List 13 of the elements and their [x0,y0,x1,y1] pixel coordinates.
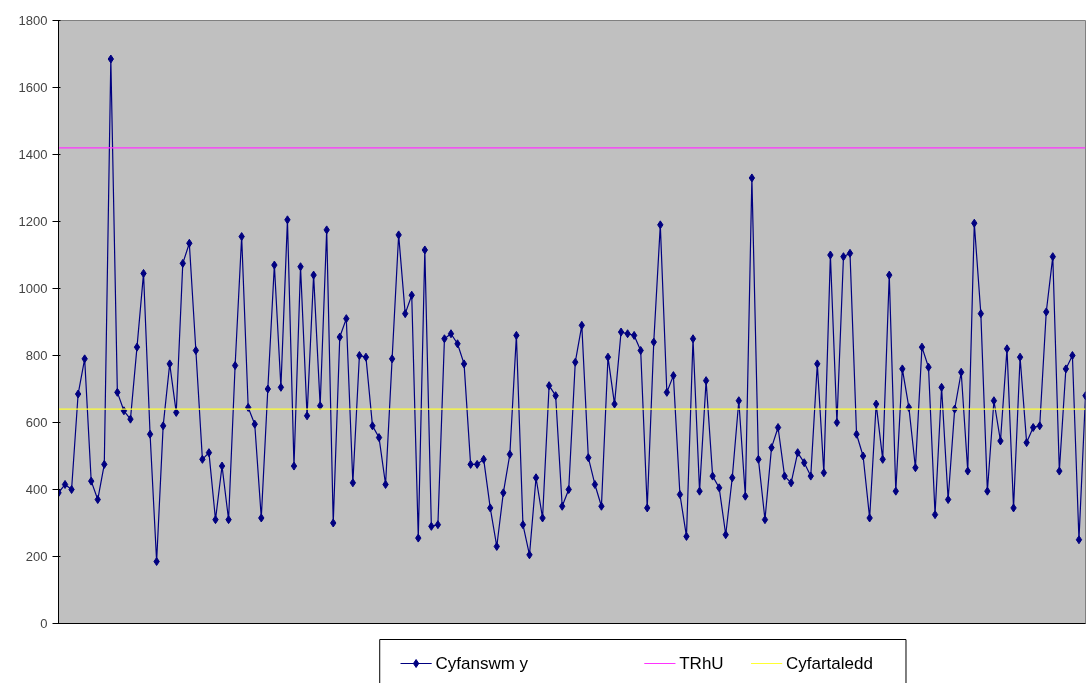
y-tick-label: 800 [25,348,48,363]
y-tick-label: 1600 [18,80,48,95]
y-tick-label: 1400 [18,147,48,162]
y-tick-label: 600 [25,415,48,430]
legend-label: Cyfartaledd [786,654,873,673]
legend-label: TRhU [679,654,724,673]
y-tick-label: 1000 [18,281,48,296]
y-tick-label: 1200 [18,214,48,229]
y-tick-label: 200 [25,549,48,564]
y-tick-label: 400 [25,482,48,497]
legend-label: Cyfanswm y [435,654,529,673]
y-tick-label: 0 [40,616,48,631]
y-tick-label: 1800 [18,13,48,28]
